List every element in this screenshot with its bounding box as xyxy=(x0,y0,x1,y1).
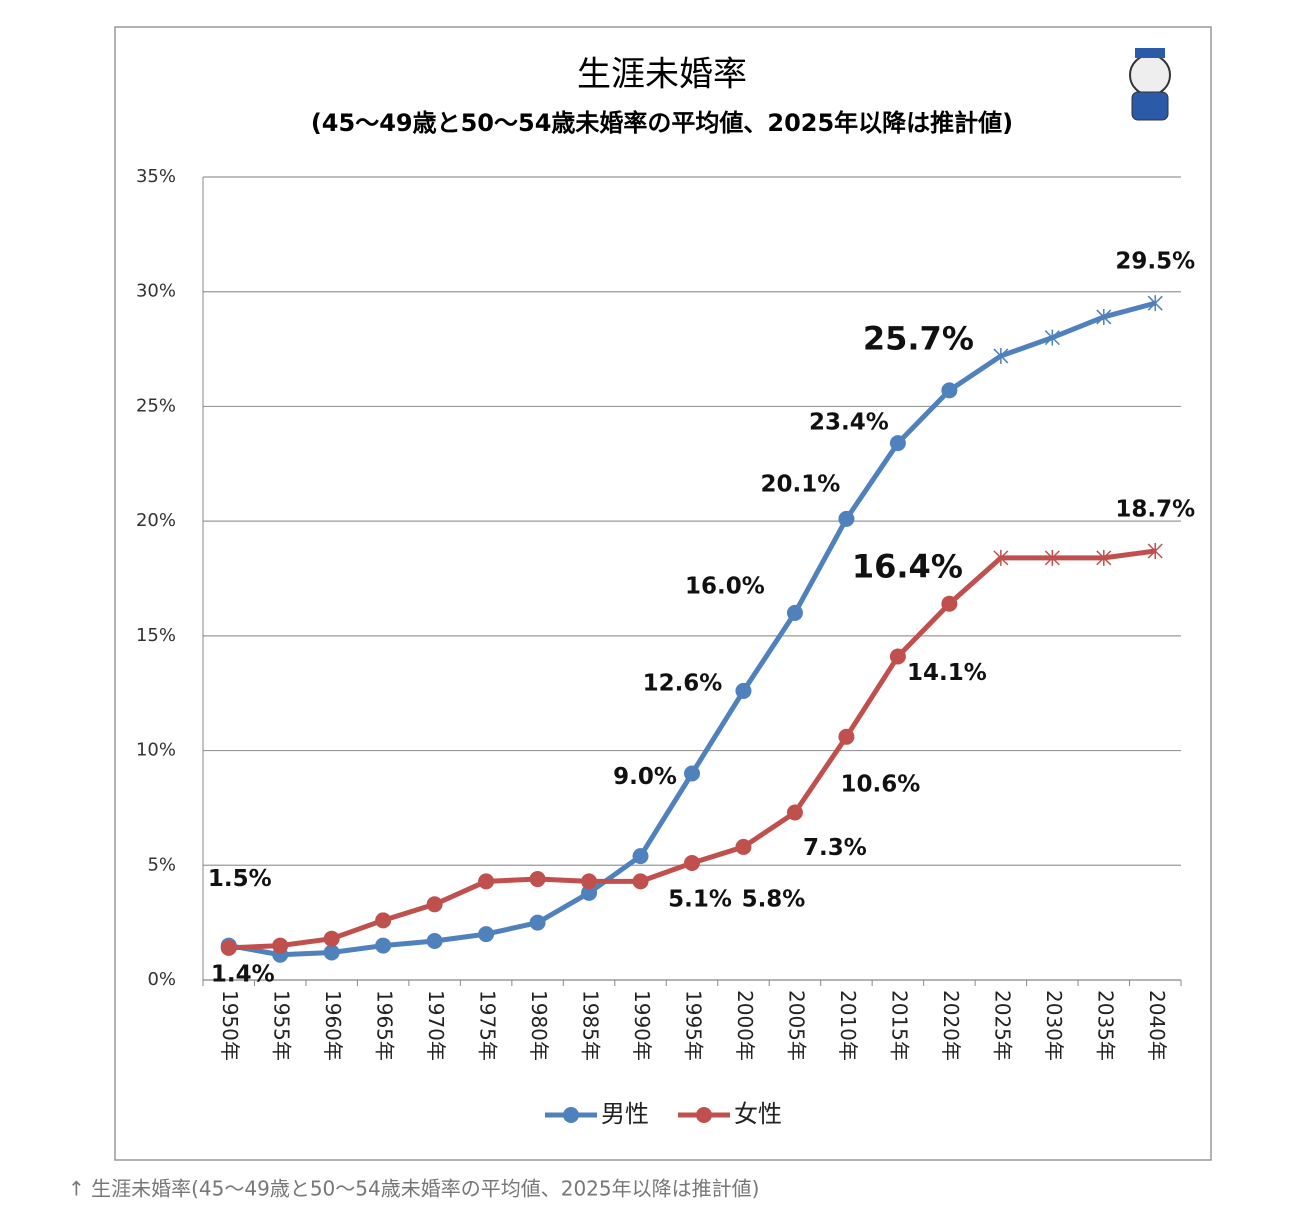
point-marker xyxy=(375,937,392,954)
point-marker xyxy=(375,912,392,929)
x-tick-label: 2015年 xyxy=(887,990,911,1061)
point-marker xyxy=(529,914,546,931)
point-marker xyxy=(786,804,803,821)
data-label: 10.6% xyxy=(841,771,921,797)
y-tick-label: 35% xyxy=(136,166,176,187)
data-label: 16.0% xyxy=(685,573,765,599)
point-marker xyxy=(993,347,1009,364)
data-label: 1.4% xyxy=(211,961,275,987)
x-tick-label: 1995年 xyxy=(682,990,706,1061)
point-marker xyxy=(1044,549,1060,566)
point-marker xyxy=(993,549,1009,566)
data-label: 7.3% xyxy=(803,835,867,861)
point-marker xyxy=(632,873,649,890)
point-marker xyxy=(632,848,649,865)
chart-title: 生涯未婚率 xyxy=(577,55,747,95)
data-label: 16.4% xyxy=(852,548,963,586)
point-marker xyxy=(581,873,598,890)
chart-subtitle: (45〜49歳と50〜54歳未婚率の平均値、2025年以降は推計値) xyxy=(311,109,1013,137)
x-tick-label: 2030年 xyxy=(1042,990,1066,1061)
data-label: 12.6% xyxy=(643,670,723,696)
point-marker xyxy=(323,930,340,947)
point-marker xyxy=(1044,329,1060,346)
legend-label: 女性 xyxy=(734,1100,782,1128)
point-marker xyxy=(1147,542,1163,559)
point-marker xyxy=(889,435,906,452)
y-tick-label: 25% xyxy=(136,395,176,416)
y-tick-label: 10% xyxy=(136,740,176,761)
data-label: 29.5% xyxy=(1115,249,1195,275)
x-tick-label: 2035年 xyxy=(1093,990,1117,1061)
point-marker xyxy=(889,648,906,665)
y-tick-label: 30% xyxy=(136,281,176,302)
x-tick-label: 1990年 xyxy=(630,990,654,1061)
y-tick-label: 20% xyxy=(136,510,176,531)
mascot xyxy=(1129,48,1171,121)
data-label: 5.8% xyxy=(742,886,806,912)
point-marker xyxy=(838,728,855,745)
point-marker xyxy=(941,595,958,612)
data-label: 18.7% xyxy=(1115,496,1195,522)
y-tick-label: 15% xyxy=(136,625,176,646)
data-label: 5.1% xyxy=(668,886,732,912)
x-tick-label: 1955年 xyxy=(270,990,294,1061)
data-label: 14.1% xyxy=(907,660,987,686)
point-marker xyxy=(786,604,803,621)
point-marker xyxy=(323,944,340,961)
y-tick-label: 0% xyxy=(147,969,176,990)
caption: ↑ 生涯未婚率(45〜49歳と50〜54歳未婚率の平均値、2025年以降は推計値… xyxy=(68,1177,759,1201)
point-marker xyxy=(735,838,752,855)
x-tick-label: 2025年 xyxy=(990,990,1014,1061)
x-tick-label: 2000年 xyxy=(733,990,757,1061)
x-tick-label: 1985年 xyxy=(579,990,603,1061)
data-label: 25.7% xyxy=(863,319,974,357)
x-tick-label: 2005年 xyxy=(784,990,808,1061)
x-tick-label: 1965年 xyxy=(373,990,397,1061)
data-label: 20.1% xyxy=(761,471,841,497)
x-tick-label: 1975年 xyxy=(476,990,500,1061)
legend-label: 男性 xyxy=(601,1100,649,1128)
point-marker xyxy=(838,510,855,527)
data-label: 23.4% xyxy=(809,410,889,436)
legend-marker xyxy=(563,1107,579,1123)
legend-marker xyxy=(696,1107,712,1123)
point-marker xyxy=(735,682,752,699)
y-tick-label: 5% xyxy=(147,854,176,875)
point-marker xyxy=(478,873,495,890)
point-marker xyxy=(529,871,546,888)
x-tick-label: 1960年 xyxy=(321,990,345,1061)
chart-frame xyxy=(114,26,1212,1161)
point-marker xyxy=(941,382,958,399)
point-marker xyxy=(684,854,700,871)
x-tick-label: 2040年 xyxy=(1145,990,1169,1061)
point-marker xyxy=(272,937,289,954)
data-label: 1.5% xyxy=(208,866,272,892)
x-tick-label: 1980年 xyxy=(527,990,551,1061)
point-marker xyxy=(1096,308,1112,325)
x-tick-label: 1950年 xyxy=(218,990,242,1061)
point-marker xyxy=(1147,295,1163,312)
point-marker xyxy=(220,939,237,956)
point-marker xyxy=(478,926,495,943)
point-marker xyxy=(1096,549,1112,566)
x-tick-label: 2020年 xyxy=(939,990,963,1061)
data-label: 9.0% xyxy=(613,764,677,790)
point-marker xyxy=(684,765,700,782)
point-marker xyxy=(426,932,443,949)
point-marker xyxy=(426,896,443,913)
point-marker xyxy=(581,884,598,901)
x-tick-label: 1970年 xyxy=(424,990,448,1061)
x-tick-label: 2010年 xyxy=(836,990,860,1061)
